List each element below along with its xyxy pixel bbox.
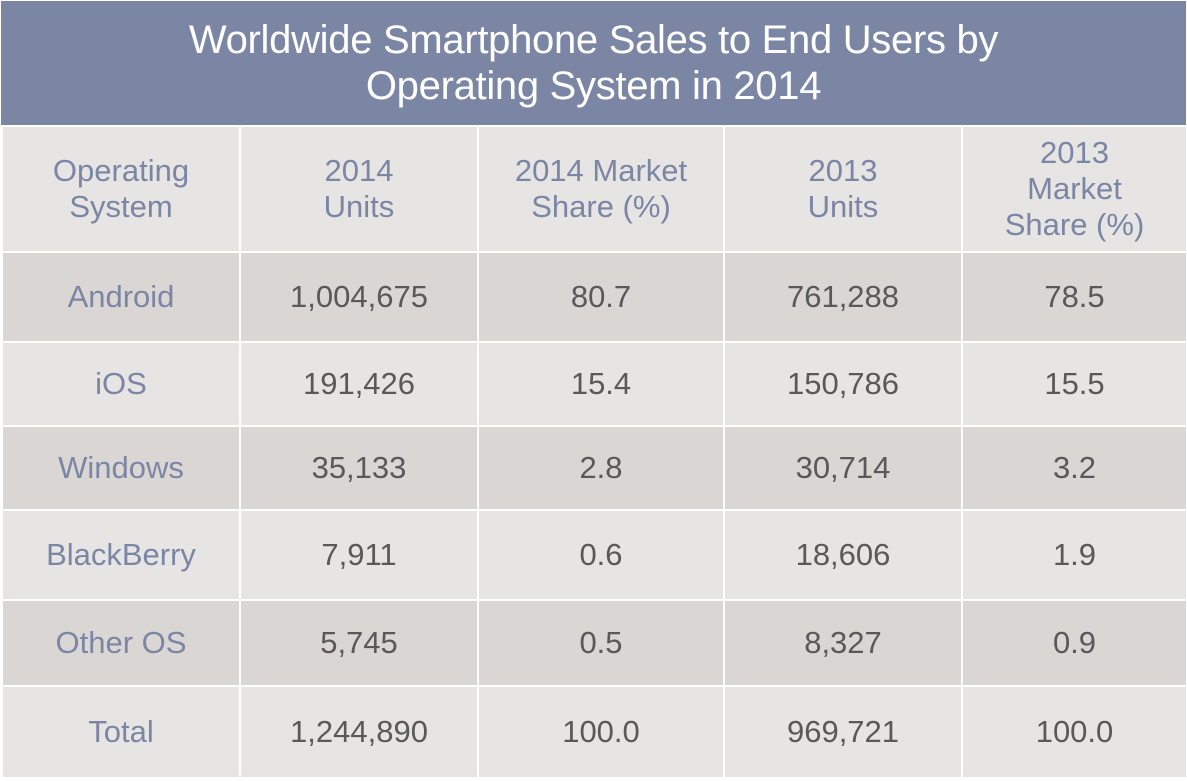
value-cell-units-2014: 191,426 <box>239 341 479 427</box>
value-cell-share-2013: 100.0 <box>961 685 1187 779</box>
column-header-line: Units <box>323 189 395 224</box>
value-cell-share-2014: 15.4 <box>477 341 725 427</box>
value-cell-units-2013: 150,786 <box>723 341 963 427</box>
os-name-cell: BlackBerry <box>1 509 241 601</box>
column-header-share-2013: 2013 Market Share (%) <box>961 125 1187 253</box>
value-cell-units-2013: 18,606 <box>723 509 963 601</box>
column-header-line: 2014 Market <box>514 153 688 188</box>
sales-table: Operating System 2014 Units 2014 Market Share… <box>1 125 1187 779</box>
os-name-cell: iOS <box>1 341 241 427</box>
column-header-units-2013: 2013 Units <box>723 125 963 253</box>
column-header-line: 2013 <box>808 153 878 188</box>
table-title: Worldwide Smartphone Sales to End Users … <box>1 1 1186 125</box>
column-header-line: 2013 <box>1040 135 1109 170</box>
table-row: BlackBerry 7,911 0.6 18,606 1.9 <box>1 509 1187 601</box>
os-name-cell: Android <box>1 251 241 343</box>
column-header-os: Operating System <box>1 125 241 253</box>
table-total-row: Total 1,244,890 100.0 969,721 100.0 <box>1 685 1187 779</box>
table-body: Android 1,004,675 80.7 761,288 78.5 iOS 191,42… <box>1 251 1187 779</box>
value-cell-units-2014: 7,911 <box>239 509 479 601</box>
value-cell-share-2013: 78.5 <box>961 251 1187 343</box>
column-header-line: System <box>69 189 173 224</box>
value-cell-units-2013: 8,327 <box>723 599 963 687</box>
value-cell-share-2014: 2.8 <box>477 425 725 511</box>
value-cell-units-2014: 35,133 <box>239 425 479 511</box>
table-row: Windows 35,133 2.8 30,714 3.2 <box>1 425 1187 511</box>
os-name-cell: Other OS <box>1 599 241 687</box>
column-header-line: Units <box>807 189 879 224</box>
table-row: Other OS 5,745 0.5 8,327 0.9 <box>1 599 1187 687</box>
value-cell-share-2013: 3.2 <box>961 425 1187 511</box>
os-name-cell: Total <box>1 685 241 779</box>
value-cell-units-2013: 969,721 <box>723 685 963 779</box>
value-cell-share-2013: 15.5 <box>961 341 1187 427</box>
value-cell-share-2013: 1.9 <box>961 509 1187 601</box>
value-cell-units-2014: 5,745 <box>239 599 479 687</box>
value-cell-units-2014: 1,004,675 <box>239 251 479 343</box>
column-header-line: Share (%) <box>1004 207 1145 242</box>
column-header-share-2014: 2014 Market Share (%) <box>477 125 725 253</box>
table-row: iOS 191,426 15.4 150,786 15.5 <box>1 341 1187 427</box>
value-cell-units-2013: 761,288 <box>723 251 963 343</box>
table-title-line-2: Operating System in 2014 <box>365 64 822 108</box>
value-cell-share-2014: 0.6 <box>477 509 725 601</box>
column-header-line: Share (%) <box>531 189 671 224</box>
column-header-line: Operating <box>52 153 190 188</box>
value-cell-share-2013: 0.9 <box>961 599 1187 687</box>
table-row: Android 1,004,675 80.7 761,288 78.5 <box>1 251 1187 343</box>
table-title-line-1: Worldwide Smartphone Sales to End Users … <box>188 18 999 62</box>
column-header-line: 2014 <box>324 153 394 188</box>
table-header-row: Operating System 2014 Units 2014 Market Share… <box>1 125 1187 253</box>
os-name-cell: Windows <box>1 425 241 511</box>
value-cell-share-2014: 0.5 <box>477 599 725 687</box>
column-header-line: Market <box>1027 171 1122 206</box>
column-header-units-2014: 2014 Units <box>239 125 479 253</box>
value-cell-share-2014: 100.0 <box>477 685 725 779</box>
value-cell-units-2013: 30,714 <box>723 425 963 511</box>
value-cell-share-2014: 80.7 <box>477 251 725 343</box>
value-cell-units-2014: 1,244,890 <box>239 685 479 779</box>
